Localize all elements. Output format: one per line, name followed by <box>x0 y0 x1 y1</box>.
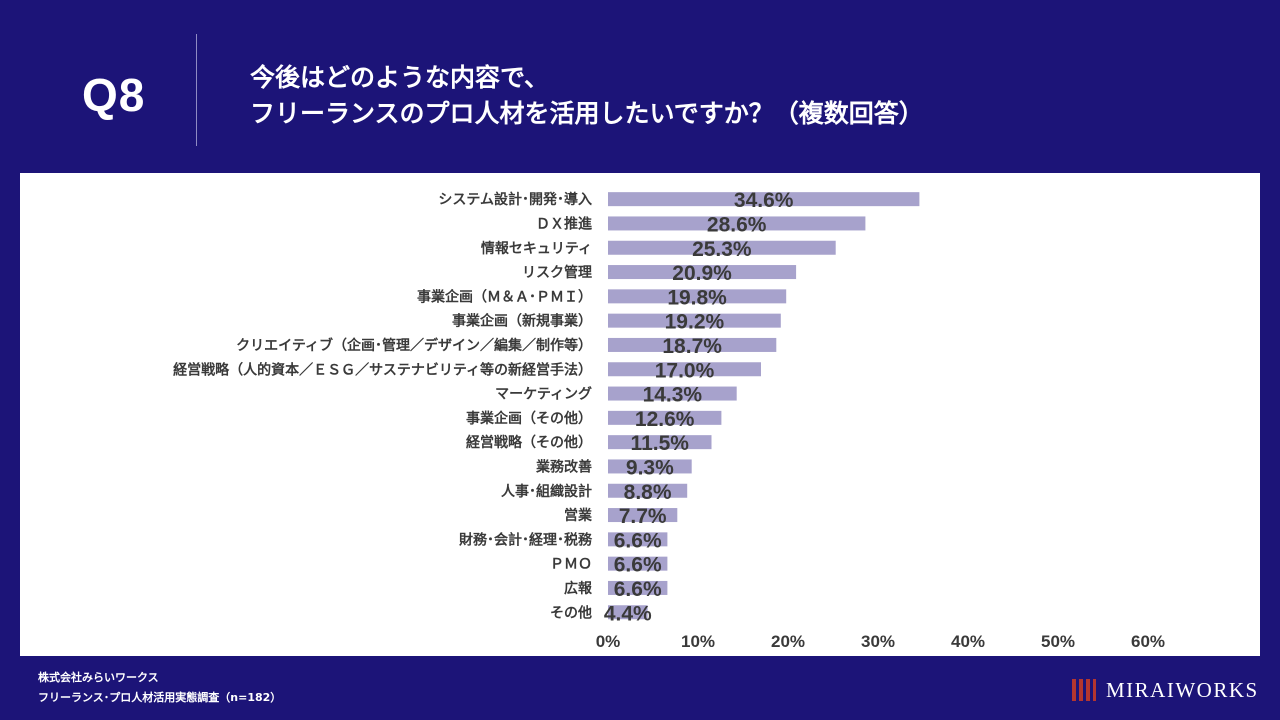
bar <box>608 459 692 474</box>
data-label: 12.6% <box>635 408 695 431</box>
brand-logo: MIRAIWORKS <box>1070 676 1259 704</box>
data-label: 34.6% <box>734 189 794 212</box>
category-label: 財務･会計･経理･税務 <box>458 531 593 548</box>
x-tick-label: 50% <box>1041 632 1075 651</box>
bar <box>608 410 722 425</box>
bar <box>608 337 777 352</box>
category-label: 事業企画（新規事業） <box>452 313 592 330</box>
miraiworks-logo-icon <box>1072 679 1096 701</box>
brand-name: MIRAIWORKS <box>1106 677 1259 702</box>
data-label: 28.6% <box>707 213 767 236</box>
data-label: 11.5% <box>631 432 690 455</box>
bar <box>608 192 920 207</box>
footer-notes: 株式会社みらいワークス フリーランス･プロ人材活用実態調査（n=182） <box>38 668 281 708</box>
bar <box>608 580 668 595</box>
category-label: システム設計･開発･導入 <box>438 191 592 208</box>
data-label: 9.3% <box>626 456 674 479</box>
bar <box>608 240 836 255</box>
bar <box>608 313 781 328</box>
chart-panel: システム設計･開発･導入 34.6% ＤＸ推進 28.6% 情報セキュリティ 25.3% リ… <box>20 173 1260 656</box>
category-label: 経営戦略（その他） <box>466 434 592 451</box>
data-label: 6.6% <box>614 529 662 552</box>
title-line-1: 今後はどのような内容で、 <box>250 63 550 92</box>
bar <box>608 362 761 377</box>
bar <box>608 435 712 450</box>
bar <box>608 605 648 620</box>
data-label: 6.6% <box>614 554 662 577</box>
category-label: マーケティング <box>495 386 592 403</box>
x-tick-label: 20% <box>771 632 805 651</box>
bar <box>608 216 866 231</box>
page-title: 今後はどのような内容で、 フリーランスのプロ人材を活用したいですか？（複数回答） <box>250 60 924 132</box>
x-tick-label: 0% <box>596 632 621 651</box>
bar <box>608 508 678 523</box>
data-label: 19.8% <box>667 286 727 309</box>
category-label: ＤＸ推進 <box>536 215 592 232</box>
data-label: 7.7% <box>619 505 667 528</box>
category-label: 経営戦略（人的資本／ＥＳＧ／サステナビリティ等の新経営手法） <box>173 361 592 378</box>
bar <box>608 532 668 547</box>
bar-chart: システム設計･開発･導入 34.6% ＤＸ推進 28.6% 情報セキュリティ 25.3% リ… <box>173 189 1165 651</box>
question-number: Q8 <box>82 69 146 121</box>
category-label: リスク管理 <box>522 264 592 281</box>
x-tick-label: 40% <box>951 632 985 651</box>
bar <box>608 386 737 401</box>
data-label: 8.8% <box>624 481 672 504</box>
data-label: 18.7% <box>662 335 722 358</box>
category-label: その他 <box>550 604 592 621</box>
x-tick-label: 10% <box>681 632 715 651</box>
category-label: 営業 <box>564 507 593 524</box>
category-label: クリエイティブ（企画･管理／デザイン／編集／制作等） <box>236 337 592 354</box>
data-label: 25.3% <box>692 238 752 261</box>
bar <box>608 265 797 280</box>
category-label: ＰＭＯ <box>550 557 592 573</box>
data-label: 6.6% <box>614 578 662 601</box>
data-label: 4.4% <box>604 602 652 625</box>
category-label: 情報セキュリティ <box>481 240 592 257</box>
header-divider <box>196 34 197 146</box>
footer-company: 株式会社みらいワークス <box>38 671 159 684</box>
bar <box>608 556 668 571</box>
data-label: 14.3% <box>643 384 703 407</box>
category-label: 事業企画（その他） <box>466 410 592 427</box>
x-tick-label: 30% <box>861 632 895 651</box>
title-line-2: フリーランスのプロ人材を活用したいですか？（複数回答） <box>250 99 924 128</box>
category-label: 業務改善 <box>535 458 592 475</box>
data-label: 17.0% <box>655 359 715 382</box>
data-label: 20.9% <box>672 262 732 285</box>
bar <box>608 289 787 304</box>
x-tick-label: 60% <box>1131 632 1165 651</box>
bar <box>608 483 688 498</box>
category-label: 人事･組織設計 <box>501 483 592 500</box>
category-label: 広報 <box>564 580 593 597</box>
category-label: 事業企画（Ｍ＆Ａ･ＰＭＩ） <box>417 288 592 305</box>
footer-survey: フリーランス･プロ人材活用実態調査（n=182） <box>38 691 282 704</box>
data-label: 19.2% <box>665 311 725 334</box>
